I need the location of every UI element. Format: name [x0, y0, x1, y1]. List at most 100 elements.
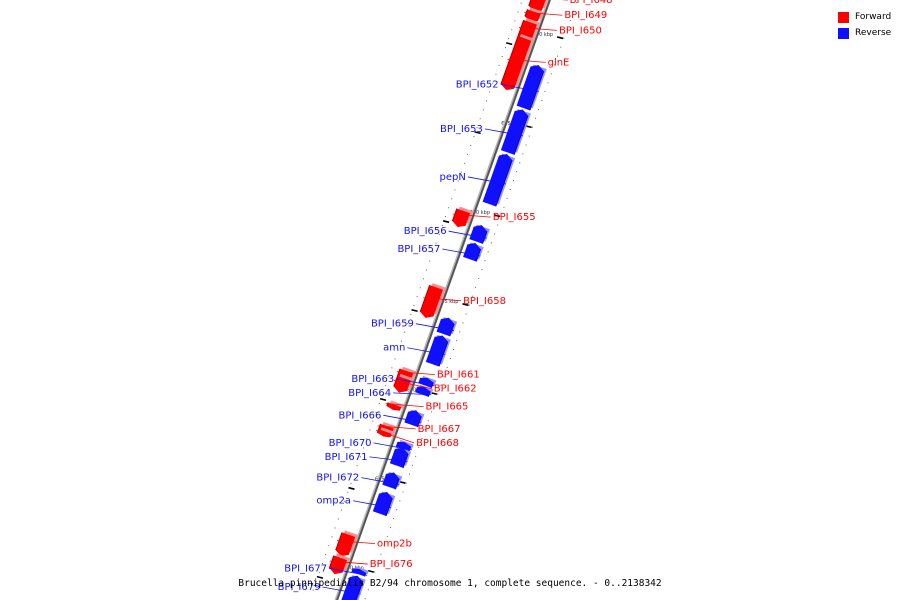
- tick-dot: [400, 340, 402, 342]
- tick-dot: [456, 340, 458, 342]
- gene-label[interactable]: BPI_I665: [426, 402, 469, 413]
- gene-depth: [380, 427, 395, 436]
- major-tick: [430, 391, 438, 396]
- gene-label[interactable]: BPI_I649: [564, 10, 607, 21]
- tick-dot: [440, 384, 442, 386]
- leader-line: [383, 414, 422, 423]
- tick-dot: [557, 55, 559, 57]
- tick-dot: [459, 331, 461, 333]
- leader-line: [373, 442, 412, 451]
- leader-line: [452, 213, 491, 218]
- gene-pepn[interactable]: [482, 153, 516, 207]
- tick-dot: [517, 11, 519, 13]
- gene-bpi_i659[interactable]: [436, 317, 458, 337]
- leader-line: [467, 176, 506, 185]
- gene-label[interactable]: BPI_I677: [284, 563, 327, 574]
- gene-label[interactable]: BPI_I662: [434, 384, 477, 395]
- gene-label[interactable]: BPI_I652: [456, 79, 499, 90]
- leader-line: [322, 586, 361, 595]
- leader-line: [500, 84, 539, 92]
- tick-dot: [381, 393, 383, 395]
- tick-dot: [544, 91, 546, 93]
- tick-dot: [413, 305, 415, 307]
- tick-dot: [481, 269, 483, 271]
- tick-dot: [397, 349, 399, 351]
- gene-label[interactable]: BPI_I671: [325, 452, 368, 463]
- tick-dot: [422, 278, 424, 280]
- tick-dot: [476, 127, 478, 129]
- gene-label[interactable]: BPI_I667: [418, 424, 461, 435]
- gene-label[interactable]: omp2b: [377, 539, 412, 550]
- gene-label[interactable]: BPI_I664: [348, 388, 391, 399]
- tick-dot: [487, 251, 489, 253]
- gene-label[interactable]: BPI_I666: [338, 410, 381, 421]
- gene-label[interactable]: amn: [383, 343, 405, 354]
- tick-dot: [462, 322, 464, 324]
- gene-label[interactable]: BPI_I679: [278, 582, 321, 593]
- tick-dot: [463, 162, 465, 164]
- gene-label[interactable]: pepN: [440, 172, 466, 183]
- gene-bpi_i656[interactable]: [469, 224, 490, 244]
- tick-dot: [512, 180, 514, 182]
- tick-dot: [482, 109, 484, 111]
- gene-label[interactable]: omp2a: [316, 496, 351, 507]
- tick-dot: [531, 126, 533, 128]
- tick-dot: [446, 366, 448, 368]
- legend-forward-label: Forward: [855, 12, 892, 22]
- gene-label[interactable]: BPI_I676: [370, 559, 413, 570]
- gene-label[interactable]: BPI_I650: [559, 25, 602, 36]
- tick-dot: [369, 429, 371, 431]
- major-tick: [399, 480, 406, 484]
- gene-bpi_i666[interactable]: [404, 409, 425, 428]
- gene-bpi_i672[interactable]: [382, 471, 403, 490]
- gene-body: [463, 242, 481, 262]
- tick-dot: [370, 580, 372, 582]
- tick-dot: [337, 518, 339, 520]
- major-tick: [556, 36, 564, 40]
- tick-dot: [441, 224, 443, 226]
- leader-line: [393, 392, 432, 396]
- gene-omp2a[interactable]: [372, 491, 396, 517]
- gene-label[interactable]: BPI_I653: [440, 124, 483, 135]
- gene-label[interactable]: BPI_I659: [371, 319, 414, 330]
- tick-dot: [386, 535, 388, 537]
- tick-dot: [457, 180, 459, 182]
- scale-label: 630 kbp: [533, 32, 553, 38]
- tick-dot: [484, 260, 486, 262]
- gene-bpi_i653[interactable]: [500, 108, 531, 155]
- tick-dot: [356, 465, 358, 467]
- gene-label[interactable]: BPI_I672: [316, 473, 359, 484]
- gene-label[interactable]: glnE: [548, 57, 570, 68]
- gene-label[interactable]: BPI_I656: [404, 226, 447, 237]
- tick-dot: [514, 20, 516, 22]
- tick-dot: [449, 358, 451, 360]
- tick-dot: [522, 153, 524, 155]
- gene-body: [335, 532, 356, 557]
- tick-dot: [473, 136, 475, 138]
- tick-dot: [344, 500, 346, 502]
- gene-label[interactable]: BPI_I657: [397, 244, 440, 255]
- tick-dot: [411, 464, 413, 466]
- gene-label[interactable]: BPI_I663: [351, 374, 394, 385]
- gene-label[interactable]: BPI_I658: [463, 296, 506, 307]
- leader-line: [361, 477, 400, 485]
- gene-bpi_i665[interactable]: [386, 400, 405, 411]
- gene-label[interactable]: BPI_I655: [493, 212, 536, 223]
- gene-label[interactable]: BPI_I670: [329, 438, 372, 449]
- gene-label[interactable]: BPI_I661: [437, 370, 480, 381]
- tick-dot: [501, 55, 503, 57]
- leader-line: [484, 128, 523, 137]
- tick-dot: [525, 144, 527, 146]
- tick-dot: [470, 144, 472, 146]
- legend-reverse: Reverse: [838, 25, 891, 41]
- tick-dot: [410, 313, 412, 315]
- gene-label[interactable]: BPI_I668: [416, 438, 459, 449]
- gene-label[interactable]: BPI_I648: [570, 0, 613, 6]
- tick-dot: [353, 474, 355, 476]
- tick-dot: [438, 233, 440, 235]
- major-tick: [505, 42, 513, 46]
- gene-bpi_i662[interactable]: [393, 373, 414, 393]
- gene-edge: [528, 0, 532, 6]
- gene-bpi_i657[interactable]: [463, 242, 484, 262]
